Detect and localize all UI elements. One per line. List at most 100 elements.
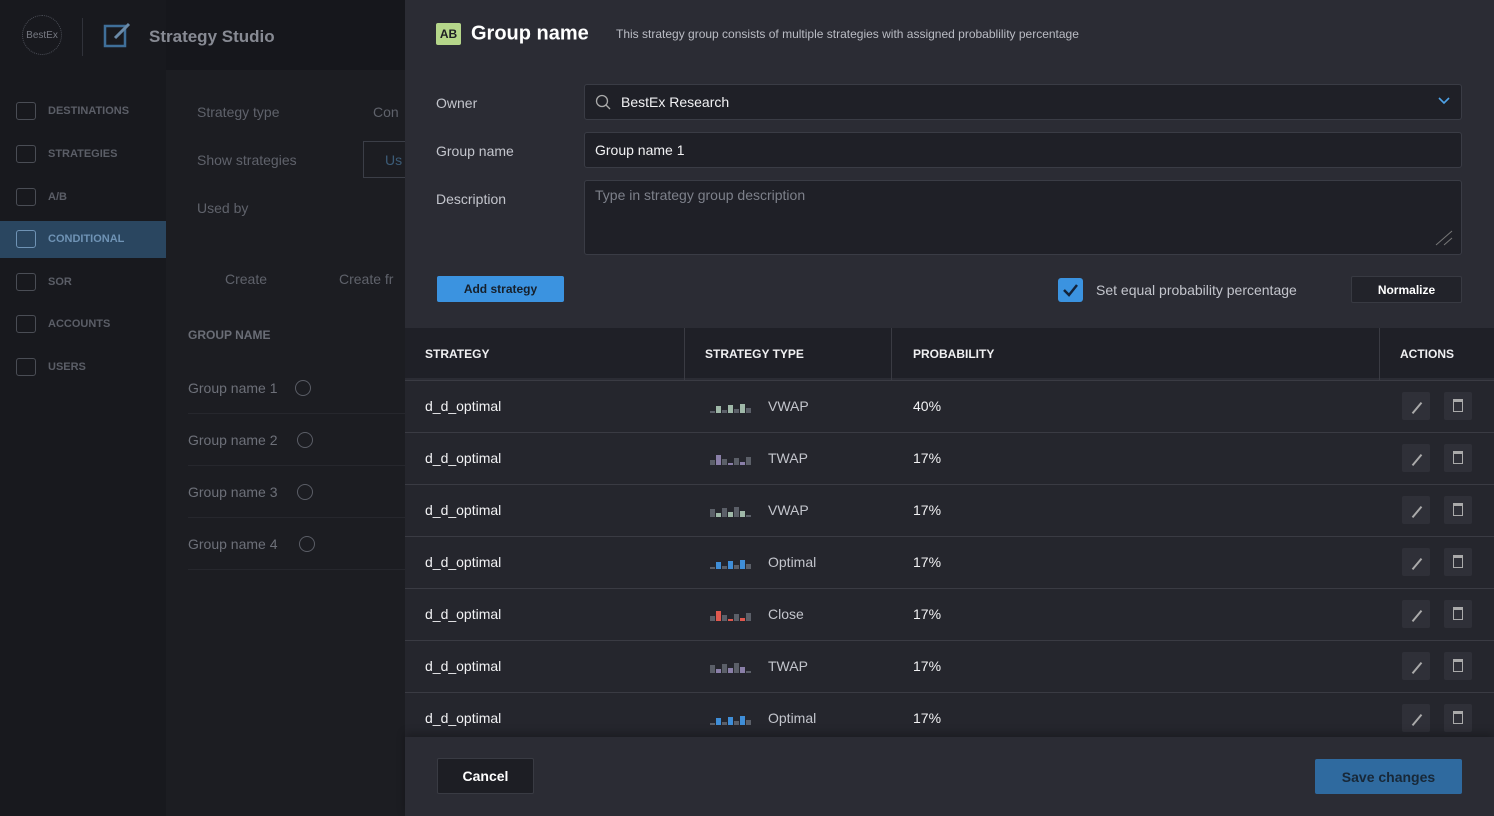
nav-item[interactable]: ACCOUNTS: [48, 318, 111, 330]
group-item[interactable]: Group name 3: [188, 484, 278, 500]
strategy-name: d_d_optimal: [425, 710, 502, 726]
delete-icon: [1453, 503, 1463, 516]
probability: 40%: [913, 398, 942, 414]
strategy-type: TWAP: [768, 658, 808, 674]
icon-bar: [716, 513, 721, 517]
type-icon: [710, 659, 754, 673]
filter-label: Used by: [197, 200, 249, 216]
table-row: [405, 536, 1494, 588]
icon-bar: [716, 455, 721, 465]
probability: 17%: [913, 606, 942, 622]
icon-bar: [734, 458, 739, 465]
description-label: Description: [436, 191, 507, 207]
delete-button[interactable]: [1444, 600, 1472, 628]
strategy-type: Close: [768, 606, 804, 622]
nav-icon: [16, 188, 36, 206]
save-button[interactable]: Save changes: [1315, 759, 1462, 794]
table-row: [405, 640, 1494, 692]
checkbox[interactable]: [1058, 278, 1083, 302]
divider: [188, 517, 405, 518]
modal-title: Group name: [471, 22, 589, 45]
table-row: [405, 484, 1494, 536]
icon-bar: [716, 562, 721, 569]
description-input[interactable]: [584, 180, 1462, 255]
nav-item[interactable]: USERS: [48, 361, 86, 373]
icon-bar: [716, 611, 721, 621]
filter-value: Us: [385, 152, 403, 168]
nav-item[interactable]: STRATEGIES: [48, 148, 118, 160]
divider: [188, 465, 405, 466]
table-row: [405, 380, 1494, 432]
probability: 17%: [913, 554, 942, 570]
icon-bar: [716, 669, 721, 673]
type-icon: [710, 399, 754, 413]
delete-icon: [1453, 659, 1463, 672]
nav-item[interactable]: A/B: [48, 191, 67, 203]
icon-bar: [740, 511, 745, 517]
delete-icon: [1453, 399, 1463, 412]
strategy-name: d_d_optimal: [425, 398, 502, 414]
delete-button[interactable]: [1444, 548, 1472, 576]
icon-bar: [746, 671, 751, 673]
nav-icon: [16, 315, 36, 333]
filter-label: Strategy type: [197, 104, 280, 120]
delete-button[interactable]: [1444, 392, 1472, 420]
owner-select[interactable]: [584, 84, 1462, 120]
delete-button[interactable]: [1444, 704, 1472, 732]
icon-bar: [734, 614, 739, 621]
group-input[interactable]: [584, 132, 1462, 168]
icon-bar: [740, 462, 745, 465]
icon-bar: [728, 561, 733, 569]
delete-button[interactable]: [1444, 496, 1472, 524]
icon-bar: [710, 509, 715, 517]
icon-bar: [734, 663, 739, 673]
nav-item[interactable]: SOR: [48, 276, 72, 288]
filter-label: Show strategies: [197, 152, 297, 168]
table-header: [405, 328, 1494, 378]
info-icon: [297, 432, 313, 448]
delete-button[interactable]: [1444, 652, 1472, 680]
filter-value: Con: [373, 104, 399, 120]
description-placeholder: Type in strategy group description: [595, 187, 806, 203]
cancel-button[interactable]: Cancel: [437, 758, 534, 794]
create-button: Create: [225, 271, 268, 287]
add-strategy-button[interactable]: Add strategy: [437, 276, 564, 302]
icon-bar: [722, 410, 727, 413]
delete-button[interactable]: [1444, 444, 1472, 472]
strategy-type: VWAP: [768, 398, 809, 414]
icon-bar: [740, 618, 745, 621]
app-title: Strategy Studio: [149, 27, 275, 46]
delete-icon: [1453, 555, 1463, 568]
nav-item[interactable]: CONDITIONAL: [48, 233, 125, 245]
icon-bar: [710, 411, 715, 413]
nav-item[interactable]: DESTINATIONS: [48, 105, 130, 117]
nav-icon: [16, 230, 36, 248]
group-value: Group name 1: [595, 142, 685, 158]
list-header: GROUP NAME: [188, 328, 271, 342]
group-item[interactable]: Group name 4: [188, 536, 278, 552]
icon-bar: [746, 720, 751, 725]
table-row: [405, 432, 1494, 484]
checkbox-label: Set equal probability percentage: [1096, 282, 1297, 298]
group-label: Group name: [436, 143, 514, 159]
group-item[interactable]: Group name 1: [188, 380, 278, 396]
column-header: STRATEGY TYPE: [705, 347, 804, 361]
resize-handle: [1435, 230, 1453, 246]
owner-label: Owner: [436, 95, 478, 111]
icon-bar: [746, 515, 751, 517]
strategy-name: d_d_optimal: [425, 502, 502, 518]
nav-icon: [16, 358, 36, 376]
group-item[interactable]: Group name 2: [188, 432, 278, 448]
normalize-button[interactable]: Normalize: [1351, 276, 1462, 303]
nav-icon: [16, 273, 36, 291]
active-nav-bg: [0, 221, 166, 258]
create-from-button: Create fr: [339, 271, 394, 287]
strategy-name: d_d_optimal: [425, 554, 502, 570]
nav-icon: [16, 102, 36, 120]
info-icon: [295, 380, 311, 396]
type-icon: [710, 607, 754, 621]
icon-bar: [710, 460, 715, 465]
divider: [188, 413, 405, 414]
icon-bar: [722, 664, 727, 673]
